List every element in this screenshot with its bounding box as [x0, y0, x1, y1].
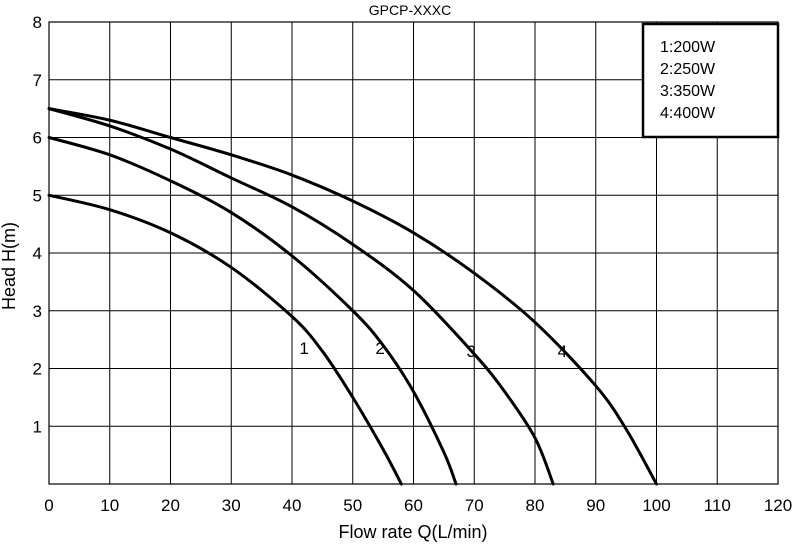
- plot-frame: [48, 21, 779, 485]
- series-curve-2: [47, 136, 458, 486]
- x-tick-label: 80: [526, 496, 545, 515]
- x-axis-title: Flow rate Q(L/min): [338, 522, 487, 542]
- x-tick-label: 120: [764, 496, 792, 515]
- series-curve-3: [47, 107, 555, 486]
- legend-entry: 1:200W: [660, 39, 716, 56]
- series-curve-1: [47, 193, 403, 486]
- x-tick-label: 20: [161, 496, 180, 515]
- series-label-4: 4: [558, 342, 567, 361]
- series-label-1: 1: [299, 339, 308, 358]
- y-tick-label: 2: [33, 360, 42, 379]
- series-curve-4: [47, 107, 658, 486]
- y-tick-label: 4: [33, 244, 42, 263]
- series-labels: 1 2 3 4: [299, 339, 567, 361]
- y-tick-label: 8: [33, 13, 42, 32]
- x-tick-label: 70: [465, 496, 484, 515]
- series-curves: [47, 107, 658, 486]
- x-tick-label: 110: [704, 496, 731, 515]
- legend-box: [641, 22, 780, 139]
- x-tick-label: 0: [44, 496, 53, 515]
- y-tick-label: 3: [33, 302, 42, 321]
- x-tick-label: 10: [100, 496, 119, 515]
- x-tick-label: 100: [642, 496, 670, 515]
- x-axis-ticks: 0 10 20 30 40 50 60 70 80 90 100 110 120: [44, 496, 792, 515]
- legend-entry: 2:250W: [660, 61, 716, 78]
- x-tick-label: 30: [222, 496, 241, 515]
- x-tick-label: 60: [404, 496, 423, 515]
- y-tick-label: 6: [33, 129, 42, 148]
- legend: 1:200W 2:250W 3:350W 4:400W: [641, 22, 780, 139]
- series-label-3: 3: [466, 342, 475, 361]
- y-axis-title: Head H(m): [0, 222, 19, 310]
- y-tick-label: 5: [33, 186, 42, 205]
- legend-entry: 4:400W: [660, 105, 716, 122]
- y-tick-label: 7: [33, 71, 42, 90]
- chart-title: GPCP-XXXC: [369, 2, 451, 18]
- x-tick-label: 40: [283, 496, 302, 515]
- legend-entry: 3:350W: [660, 83, 716, 100]
- x-tick-label: 90: [586, 496, 605, 515]
- x-tick-label: 50: [343, 496, 362, 515]
- series-label-2: 2: [375, 339, 384, 358]
- y-tick-label: 1: [33, 417, 42, 436]
- y-axis-ticks: 1 2 3 4 5 6 7 8: [33, 13, 42, 436]
